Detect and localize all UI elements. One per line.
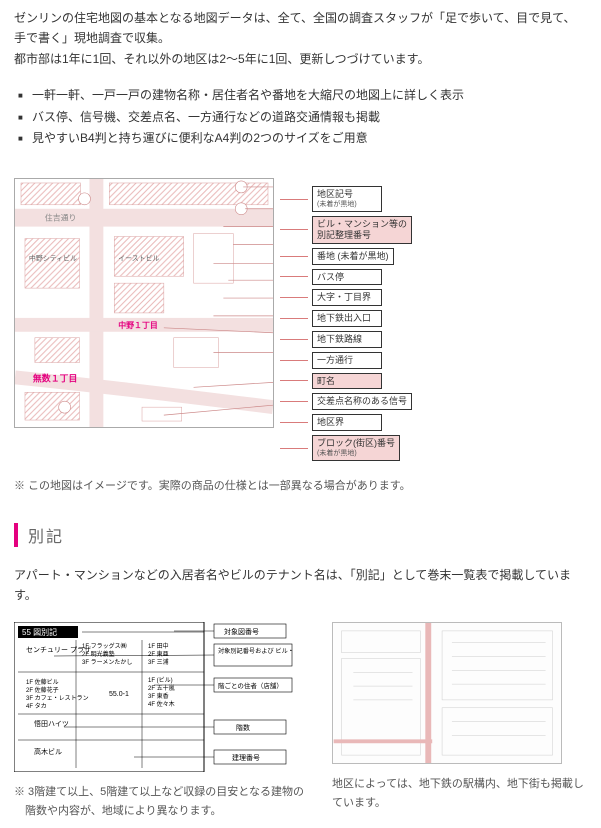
svg-text:1F 佐藤ビル: 1F 佐藤ビル: [26, 678, 59, 686]
svg-text:階ごとの住者（店舗）: 階ごとの住者（店舗）: [218, 681, 283, 690]
feature-list: 一軒一軒、一戸一戸の建物名称・居住者名や番地を大縮尺の地図上に詳しく表示 バス停…: [14, 85, 587, 150]
svg-text:対象別記番号および ビル・マンション名: 対象別記番号および ビル・マンション名: [218, 647, 294, 655]
legend-item: バス停: [280, 269, 412, 286]
legend-item: 地区界: [280, 414, 412, 431]
svg-text:4F タカ: 4F タカ: [26, 702, 47, 710]
svg-text:2F 明光義塾: 2F 明光義塾: [82, 650, 115, 658]
sample-map-image: 住吉通り 中野シティビル イーストビル 中野１丁目 無数１丁目: [14, 178, 274, 428]
bekki-heading: 別記: [14, 523, 587, 547]
legend-item: 地下鉄出入口: [280, 310, 412, 327]
svg-text:3F カフェ・レストラン: 3F カフェ・レストラン: [26, 695, 89, 702]
svg-text:1F 田中: 1F 田中: [148, 642, 169, 650]
svg-text:高木ビル: 高木ビル: [34, 747, 62, 756]
legend-item: ブロック(街区)番号(未着が黒地): [280, 435, 412, 461]
bekki-panels: 55 図別記 センチュリー プラザ 1F 佐藤ビル 2F 佐藤花子 3F カフェ…: [14, 622, 587, 820]
svg-text:3F ラーメンたかし: 3F ラーメンたかし: [82, 659, 132, 666]
svg-text:1F フラッグス㈱: 1F フラッグス㈱: [82, 642, 127, 650]
legend-item: 町名: [280, 373, 412, 390]
bekki-note-left: ※ 3階建て以上、5階建て以上など収録の目安となる建物の階数や内容が、地域により…: [14, 783, 304, 820]
feature-item: バス停、信号機、交差点名、一方通行などの道路交通情報も掲載: [18, 107, 587, 129]
map-legend: 地区記号(未着が黒地) ビル・マンション等の 別記整理番号 番地 (未着が黒地)…: [280, 186, 412, 465]
svg-text:2F 東亜: 2F 東亜: [148, 650, 169, 658]
svg-text:55.0-1: 55.0-1: [109, 691, 129, 698]
intro-line2: 都市部は1年に1回、それ以外の地区は2～5年に1回、更新しつづけています。: [14, 52, 429, 66]
svg-text:55 図別記: 55 図別記: [22, 627, 57, 637]
legend-item: 大字・丁目界: [280, 289, 412, 306]
bekki-underground-map: [332, 622, 562, 764]
svg-text:建理番号: 建理番号: [232, 753, 260, 762]
feature-item: 見やすいB4判と持ち運びに便利なA4判の2つのサイズをご用意: [18, 128, 587, 150]
svg-text:2F 佐藤花子: 2F 佐藤花子: [26, 686, 59, 694]
svg-text:無数１丁目: 無数１丁目: [33, 372, 78, 383]
svg-text:悟田ハイツ: 悟田ハイツ: [34, 719, 69, 728]
legend-item: 地区記号(未着が黒地): [280, 186, 412, 212]
legend-item: 一方通行: [280, 352, 412, 369]
svg-text:3F 三浦: 3F 三浦: [148, 658, 169, 666]
legend-item: 地下鉄路線: [280, 331, 412, 348]
svg-text:イーストビル: イーストビル: [118, 253, 159, 262]
svg-text:住吉通り: 住吉通り: [45, 213, 77, 223]
map-section: 住吉通り 中野シティビル イーストビル 中野１丁目 無数１丁目 地区記号(未着が…: [14, 178, 587, 465]
svg-text:1F (ビル): 1F (ビル): [148, 676, 173, 684]
bekki-table-image: 55 図別記 センチュリー プラザ 1F 佐藤ビル 2F 佐藤花子 3F カフェ…: [14, 622, 294, 772]
bekki-map-panel: 地区によっては、地下鉄の駅構内、地下街も掲載しています。: [332, 622, 587, 812]
svg-text:3F 東香: 3F 東香: [148, 692, 169, 700]
bekki-text: アパート・マンションなどの入居者名やビルのテナント名は、「別記」として巻末一覧表…: [14, 565, 587, 606]
legend-item: ビル・マンション等の 別記整理番号: [280, 216, 412, 244]
legend-item: 番地 (未着が黒地): [280, 248, 412, 265]
svg-text:中野シティビル: 中野シティビル: [29, 253, 77, 262]
svg-text:4F 佐々木: 4F 佐々木: [148, 700, 175, 708]
svg-text:中野１丁目: 中野１丁目: [118, 320, 158, 330]
map-caption: ※ この地図はイメージです。実際の商品の仕様とは一部異なる場合があります。: [14, 477, 587, 493]
svg-text:階数: 階数: [236, 723, 250, 732]
legend-item: 交差点名称のある信号: [280, 393, 412, 410]
intro-paragraph: ゼンリンの住宅地図の基本となる地図データは、全て、全国の調査スタッフが「足で歩い…: [14, 8, 587, 69]
bekki-table-panel: 55 図別記 センチュリー プラザ 1F 佐藤ビル 2F 佐藤花子 3F カフェ…: [14, 622, 304, 820]
feature-item: 一軒一軒、一戸一戸の建物名称・居住者名や番地を大縮尺の地図上に詳しく表示: [18, 85, 587, 107]
bekki-note-right: 地区によっては、地下鉄の駅構内、地下街も掲載しています。: [332, 775, 587, 812]
intro-line1: ゼンリンの住宅地図の基本となる地図データは、全て、全国の調査スタッフが「足で歩い…: [14, 11, 575, 45]
svg-text:対象図番号: 対象図番号: [224, 627, 259, 636]
